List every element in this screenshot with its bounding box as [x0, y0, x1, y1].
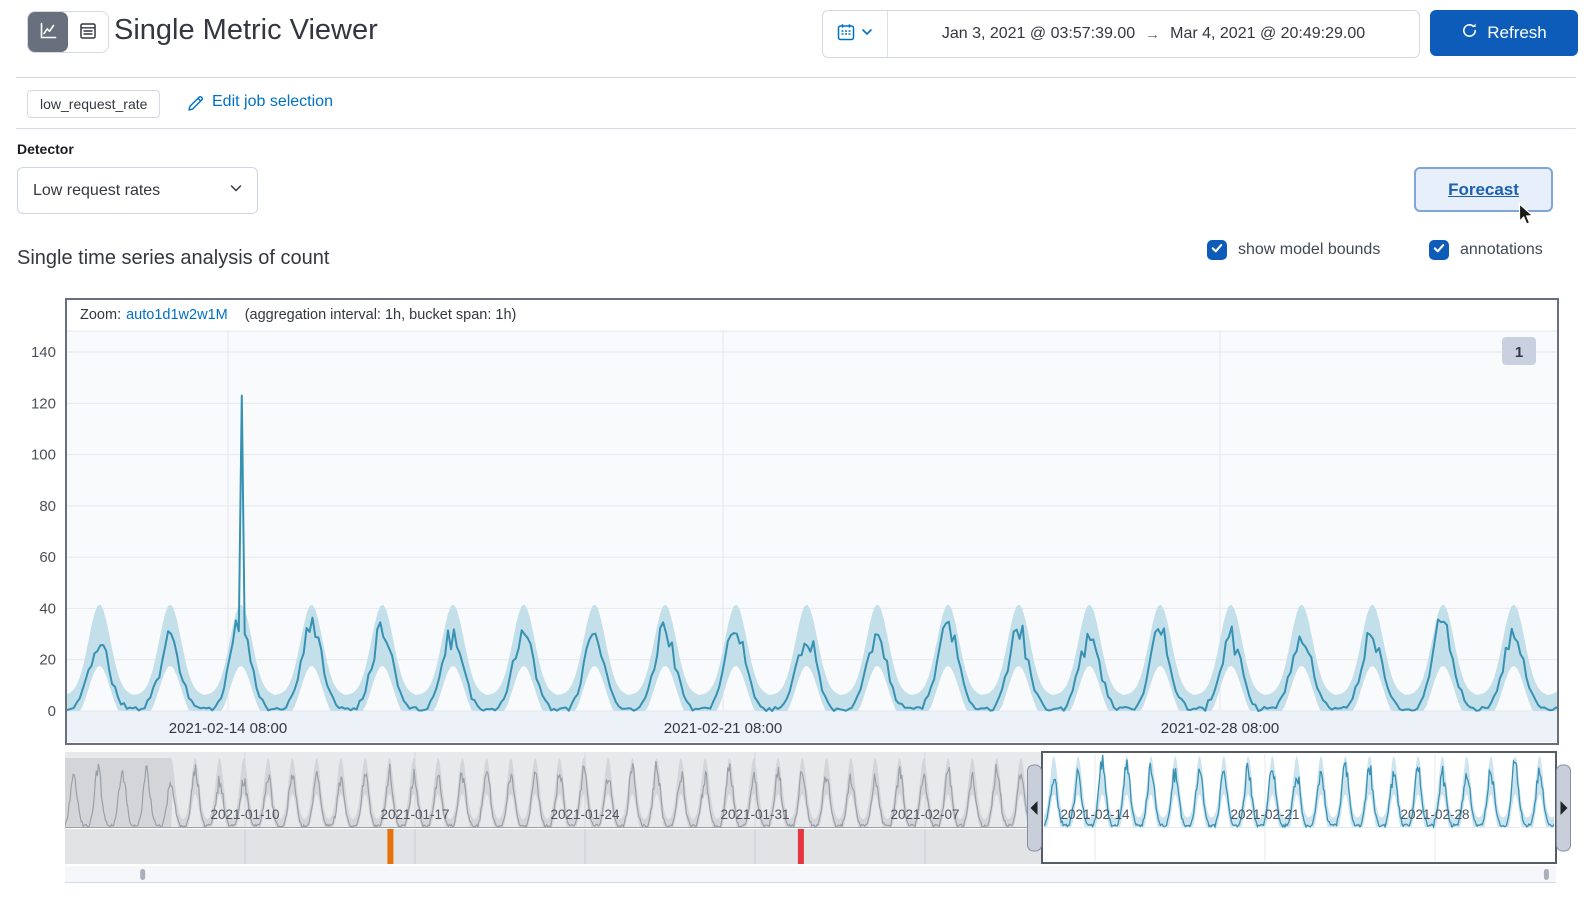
x-axis-tick-label: 2021-02-21 08:00: [664, 720, 782, 737]
timeseries-chart: 0 20 40 60 80 100 120 140 2021-02-14 08:00 2021-0…: [0, 298, 1592, 892]
time-range-start[interactable]: Jan 3, 2021 @ 03:57:39.00: [941, 25, 1136, 42]
annotations-label: annotations: [1460, 241, 1543, 258]
show-model-bounds-checkbox[interactable]: [1207, 240, 1227, 260]
data-table-icon: [78, 21, 98, 44]
anomaly-swimlane[interactable]: [65, 829, 1042, 864]
zoom-option-1d[interactable]: 1d: [154, 307, 171, 323]
view-toggle-group: [27, 11, 109, 53]
job-row-divider: [16, 128, 1576, 129]
checkmark-icon: [1432, 241, 1446, 260]
timeseries-chart-svg: 0 20 40 60 80 100 120 140 2021-02-14 08:00 2021-0…: [31, 298, 1571, 883]
brush-handles: [1027, 764, 1571, 852]
job-id-badge: low_request_rate: [27, 90, 161, 118]
focus-chart-border: [65, 298, 1559, 745]
time-range-display[interactable]: Jan 3, 2021 @ 03:57:39.00 → Mar 4, 2021 …: [888, 25, 1419, 43]
detector-selected-option: Low request rates: [33, 181, 161, 199]
calendar-icon: [837, 23, 855, 46]
aggregation-note: (aggregation interval: 1h, bucket span: …: [244, 307, 517, 323]
datepicker-quick-menu[interactable]: [823, 11, 888, 57]
context-axis-label: 2021-01-10: [210, 807, 279, 822]
chart-view-toggle-button[interactable]: [28, 12, 68, 52]
context-axis-label: 2021-02-28: [1400, 807, 1469, 822]
annotation-badge-label: 1: [1515, 344, 1523, 361]
detector-select[interactable]: Low request rates: [17, 167, 258, 214]
show-model-bounds-label: show model bounds: [1238, 241, 1381, 258]
checkmark-icon: [1210, 241, 1224, 260]
context-axis-label: 2021-02-21: [1230, 807, 1299, 822]
time-range-arrow-icon: →: [1145, 25, 1161, 43]
metric-line: [67, 394, 1557, 712]
zoom-label: Zoom:: [80, 307, 122, 323]
chevron-down-icon: [229, 181, 243, 200]
context-axis-label: 2021-01-31: [720, 807, 789, 822]
refresh-icon: [1461, 22, 1478, 44]
refresh-button[interactable]: Refresh: [1430, 10, 1578, 56]
context-axis-label: 2021-01-24: [550, 807, 620, 822]
y-axis-tick-label: 0: [48, 703, 56, 720]
series-heading: Single time series analysis of count: [17, 247, 330, 269]
context-annotation-marker[interactable]: [1543, 869, 1549, 880]
zoom-controls: Zoom: auto1d1w2w1M (aggregation interval…: [80, 304, 516, 326]
annotations-track: [65, 866, 1556, 883]
anomaly-marker-critical[interactable]: [797, 829, 804, 864]
x-axis-tick-label: 2021-02-28 08:00: [1161, 720, 1279, 737]
zoom-links: auto1d1w2w1M: [126, 307, 228, 323]
annotation-badge[interactable]: [1502, 337, 1536, 365]
context-axis-label: 2021-01-17: [380, 807, 449, 822]
context-brush-selection[interactable]: 2021-02-14 2021-02-21 2021-02-28: [1041, 751, 1557, 864]
context-axis-label: 2021-02-07: [890, 807, 959, 822]
time-range-picker: Jan 3, 2021 @ 03:57:39.00 → Mar 4, 2021 …: [822, 10, 1420, 58]
context-line-selected: [1044, 754, 1554, 830]
y-axis-tick-label: 80: [39, 498, 56, 515]
zoom-option-auto[interactable]: auto: [126, 307, 155, 323]
table-view-toggle-button[interactable]: [68, 12, 108, 52]
y-axis-tick-label: 140: [31, 344, 56, 361]
context-line-deselected: [65, 761, 1041, 828]
context-bounds-band-selected: [1044, 756, 1554, 827]
line-chart-icon: [38, 21, 58, 44]
x-axis-band: [66, 711, 1558, 742]
zoom-option-1M[interactable]: 1M: [207, 307, 228, 323]
y-axis-tick-label: 60: [39, 549, 56, 566]
zoom-option-2w[interactable]: 2w: [189, 307, 208, 323]
y-axis-tick-label: 20: [39, 652, 56, 669]
refresh-label: Refresh: [1487, 23, 1547, 42]
model-bounds-band: [67, 604, 1557, 711]
anomaly-marker-major[interactable]: [387, 829, 394, 864]
x-axis-tick-label: 2021-02-14 08:00: [169, 720, 287, 737]
context-axis-label: 2021-02-14: [1060, 807, 1130, 822]
page-title: Single Metric Viewer: [114, 14, 378, 46]
pencil-icon: [186, 94, 205, 118]
detector-label: Detector: [17, 141, 74, 157]
context-chart[interactable]: 2021-01-10 2021-01-17 2021-01-24 2021-01-31…: [65, 752, 1042, 828]
caret-left-icon: [1030, 801, 1038, 815]
focus-chart: 0 20 40 60 80 100 120 140 2021-02-14 08:00 2021-0…: [31, 298, 1559, 745]
caret-right-icon: [1560, 801, 1568, 815]
y-axis-tick-label: 40: [39, 600, 56, 617]
zoom-option-1w[interactable]: 1w: [170, 307, 190, 323]
forecast-button[interactable]: Forecast: [1414, 167, 1553, 212]
y-axis-tick-label: 100: [31, 447, 56, 464]
edit-job-selection-link[interactable]: Edit job selection: [212, 93, 333, 110]
header-divider: [16, 77, 1576, 78]
chevron-down-icon: [861, 25, 873, 43]
y-axis-tick-label: 120: [31, 395, 56, 412]
context-annotation-marker[interactable]: [140, 869, 146, 880]
time-range-end[interactable]: Mar 4, 2021 @ 20:49:29.00: [1170, 25, 1366, 42]
mouse-cursor: [1518, 202, 1536, 232]
annotations-checkbox[interactable]: [1429, 240, 1449, 260]
